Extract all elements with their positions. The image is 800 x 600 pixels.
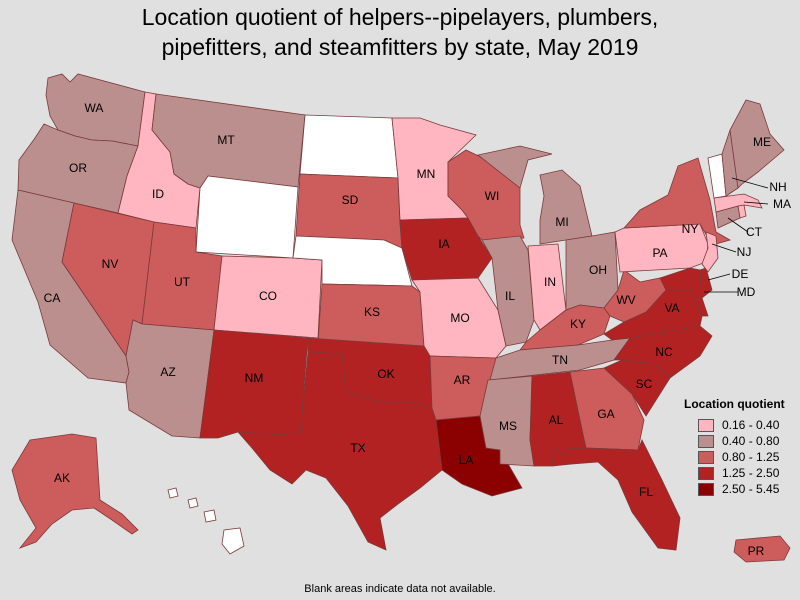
state-label-WI: WI — [485, 189, 500, 203]
state-label-MD: MD — [737, 285, 756, 299]
legend-title: Location quotient — [684, 397, 785, 411]
state-ND[interactable] — [299, 114, 399, 179]
state-label-GA: GA — [597, 407, 614, 421]
state-label-NC: NC — [655, 345, 673, 359]
map-legend: Location quotient 0.16 - 0.40 0.40 - 0.80… — [684, 397, 785, 497]
state-label-UT: UT — [174, 275, 191, 289]
state-label-DE: DE — [732, 267, 749, 281]
state-label-LA: LA — [459, 453, 474, 467]
state-WY[interactable] — [195, 175, 299, 259]
state-label-PR: PR — [748, 544, 765, 558]
state-label-MS: MS — [499, 419, 517, 433]
state-label-IL: IL — [505, 289, 515, 303]
state-MT[interactable] — [151, 93, 306, 189]
legend-item: 1.25 - 2.50 — [684, 465, 785, 481]
state-NJ[interactable] — [701, 231, 719, 273]
state-label-KY: KY — [570, 317, 586, 331]
state-label-KS: KS — [364, 305, 380, 319]
legend-label: 0.80 - 1.25 — [722, 450, 780, 464]
legend-item: 2.50 - 5.45 — [684, 481, 785, 497]
state-label-NJ: NJ — [737, 245, 752, 259]
state-TX[interactable] — [237, 351, 443, 551]
state-label-AL: AL — [549, 413, 564, 427]
legend-label: 0.16 - 0.40 — [722, 418, 780, 432]
state-MD[interactable] — [659, 267, 709, 317]
map-title: Location quotient of helpers--pipelayers… — [0, 2, 800, 62]
legend-item: 0.16 - 0.40 — [684, 417, 785, 433]
legend-swatch — [698, 466, 714, 480]
state-label-MI: MI — [555, 215, 568, 229]
state-label-FL: FL — [639, 485, 653, 499]
state-DE[interactable] — [699, 267, 713, 299]
title-line-2: pipefitters, and steamfitters by state, … — [161, 34, 639, 60]
title-line-1: Location quotient of helpers--pipelayers… — [141, 4, 659, 30]
state-PR[interactable] — [733, 535, 791, 563]
state-label-OH: OH — [589, 263, 607, 277]
state-HI[interactable] — [167, 487, 245, 555]
legend-swatch — [698, 434, 714, 448]
legend-label: 0.40 - 0.80 — [722, 434, 780, 448]
state-label-NY: NY — [682, 222, 699, 236]
state-label-AR: AR — [454, 373, 471, 387]
legend-swatch — [698, 482, 714, 496]
state-label-MO: MO — [450, 311, 469, 325]
state-ME[interactable] — [729, 99, 785, 189]
state-label-SD: SD — [342, 193, 359, 207]
legend-item: 0.80 - 1.25 — [684, 449, 785, 465]
state-label-IA: IA — [438, 237, 449, 251]
state-label-AK: AK — [54, 471, 70, 485]
state-label-ID: ID — [152, 187, 164, 201]
state-label-NM: NM — [245, 371, 264, 385]
footnote: Blank areas indicate data not available. — [304, 583, 496, 595]
legend-swatch — [698, 418, 714, 432]
state-MA[interactable] — [713, 193, 763, 213]
state-label-SC: SC — [636, 377, 653, 391]
state-label-OK: OK — [377, 367, 394, 381]
state-label-CT: CT — [746, 225, 763, 239]
leader-lines — [704, 177, 769, 293]
state-AZ[interactable] — [125, 319, 215, 439]
state-AK[interactable] — [11, 433, 139, 549]
state-label-NH: NH — [769, 180, 786, 194]
state-label-PA: PA — [652, 246, 667, 260]
state-label-AZ: AZ — [160, 365, 175, 379]
state-label-VA: VA — [664, 301, 679, 315]
legend-label: 2.50 - 5.45 — [722, 482, 780, 496]
state-label-WA: WA — [85, 101, 104, 115]
state-label-MN: MN — [417, 167, 436, 181]
state-label-MA: MA — [773, 197, 791, 211]
state-CO[interactable] — [213, 255, 323, 339]
state-FL[interactable] — [551, 439, 681, 551]
legend-item: 0.40 - 0.80 — [684, 433, 785, 449]
state-label-IN: IN — [544, 275, 556, 289]
legend-swatch — [698, 450, 714, 464]
state-label-ME: ME — [753, 135, 771, 149]
state-label-TN: TN — [552, 353, 568, 367]
state-label-MT: MT — [217, 133, 235, 147]
legend-label: 1.25 - 2.50 — [722, 466, 780, 480]
state-label-OR: OR — [69, 161, 87, 175]
state-label-CA: CA — [44, 291, 61, 305]
state-label-NV: NV — [102, 257, 119, 271]
state-label-WV: WV — [616, 293, 635, 307]
state-label-TX: TX — [350, 441, 365, 455]
state-label-CO: CO — [259, 289, 277, 303]
